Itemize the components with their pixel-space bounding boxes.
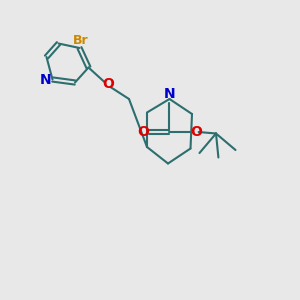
Text: O: O [190,125,202,139]
Text: Br: Br [73,34,89,47]
Text: O: O [137,125,149,139]
Text: N: N [164,87,175,101]
Text: O: O [102,77,114,91]
Text: N: N [40,73,52,86]
